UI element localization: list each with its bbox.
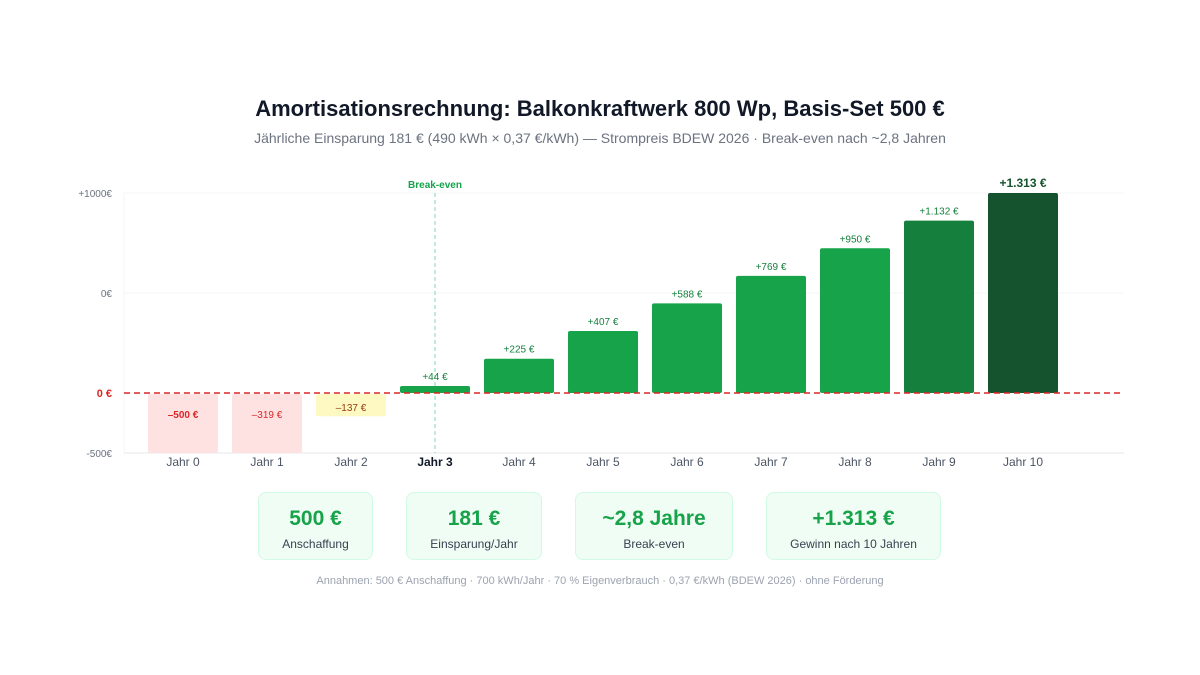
- y-tick-label: +1000€: [78, 189, 112, 200]
- chart-title: Amortisationsrechnung: Balkonkraftwerk 8…: [255, 96, 945, 121]
- card-label: Gewinn nach 10 Jahren: [790, 537, 917, 551]
- x-tick-label: Jahr 2: [334, 455, 368, 469]
- card-annual-savings: 181 € Einsparung/Jahr: [406, 492, 542, 560]
- bar-value-label: +225 €: [504, 345, 535, 356]
- bar-value-label: +950 €: [840, 234, 871, 245]
- bar-jahr-4: [484, 358, 554, 393]
- y-tick-label: -500€: [86, 449, 112, 460]
- card-value: 181 €: [447, 507, 501, 530]
- x-tick-label: Jahr 9: [922, 455, 956, 469]
- bar-jahr-10: [988, 193, 1058, 393]
- bar-value-label: +407 €: [588, 317, 619, 328]
- summary-cards: 500 € Anschaffung 181 € Einsparung/Jahr …: [0, 492, 1200, 562]
- card-value: +1.313 €: [812, 507, 895, 530]
- x-tick-label: Jahr 7: [754, 455, 788, 469]
- bar-value-label: +44 €: [422, 372, 448, 383]
- bar-value-label: –500 €: [168, 410, 199, 421]
- y-tick-label: 0 €: [97, 388, 112, 400]
- bar-value-label: +769 €: [756, 262, 787, 273]
- bar-value-label: +1.313 €: [999, 176, 1046, 190]
- bar-value-label: +1.132 €: [919, 207, 959, 218]
- card-break-even: ~2,8 Jahre Break-even: [575, 492, 733, 560]
- card-label: Anschaffung: [282, 537, 349, 551]
- x-tick-label: Jahr 8: [838, 455, 872, 469]
- x-tick-label: Jahr 3: [417, 455, 453, 469]
- card-profit-10-years: +1.313 € Gewinn nach 10 Jahren: [766, 492, 941, 560]
- bar-value-label: –137 €: [336, 403, 367, 414]
- bar-jahr-1: [232, 394, 302, 453]
- x-tick-label: Jahr 6: [670, 455, 704, 469]
- bar-jahr-3: [400, 386, 470, 393]
- bar-value-label: –319 €: [252, 410, 283, 421]
- chart-subtitle: Jährliche Einsparung 181 € (490 kWh × 0,…: [254, 130, 946, 146]
- x-tick-label: Jahr 0: [166, 455, 200, 469]
- bar-jahr-0: [148, 394, 218, 453]
- card-label: Einsparung/Jahr: [430, 537, 518, 551]
- break-even-label: Break-even: [408, 180, 462, 191]
- x-tick-label: Jahr 5: [586, 455, 620, 469]
- card-purchase-cost: 500 € Anschaffung: [258, 492, 373, 560]
- x-tick-label: Jahr 4: [502, 455, 536, 469]
- x-tick-label: Jahr 1: [250, 455, 284, 469]
- amortization-bar-chart: +1000€ 0€ 0 € -500€ Break-even –500 € Jahr 0 –3…: [78, 176, 1124, 469]
- bar-jahr-7: [736, 275, 806, 393]
- bar-jahr-6: [652, 303, 722, 393]
- card-value: ~2,8 Jahre: [602, 507, 706, 530]
- assumptions-footnote: Annahmen: 500 € Anschaffung · 700 kWh/Ja…: [316, 575, 884, 587]
- bar-jahr-9: [904, 220, 974, 393]
- bar-jahr-8: [820, 248, 890, 393]
- y-tick-label: 0€: [101, 289, 113, 300]
- card-label: Break-even: [623, 537, 685, 551]
- x-tick-label: Jahr 10: [1003, 455, 1043, 469]
- bar-value-label: +588 €: [672, 289, 703, 300]
- bar-jahr-2: [316, 394, 386, 417]
- bar-jahr-5: [568, 331, 638, 393]
- card-value: 500 €: [289, 507, 342, 530]
